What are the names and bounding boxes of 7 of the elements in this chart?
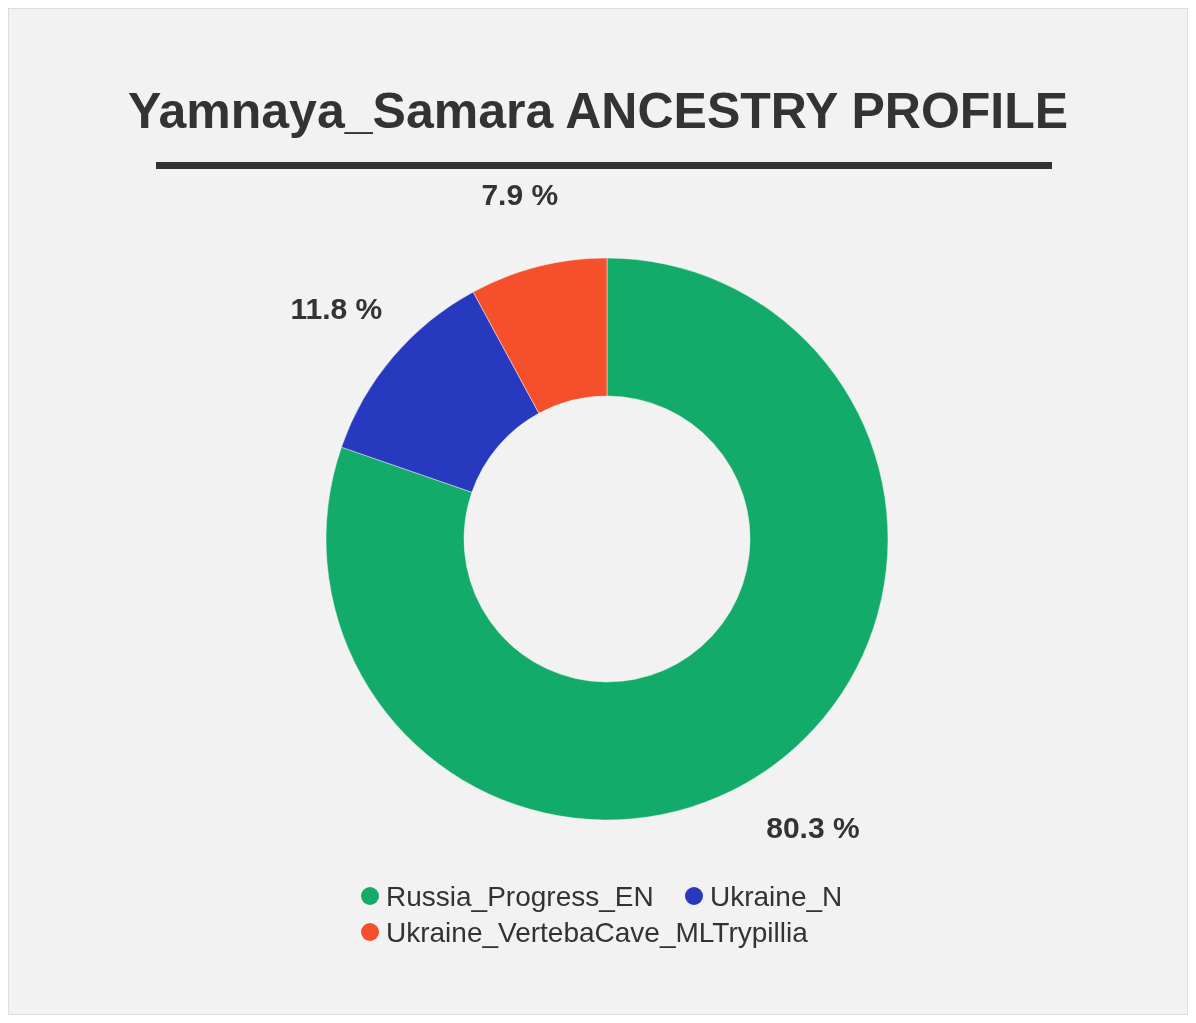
legend-label: Ukraine_VertebaCave_MLTrypillia [386,917,809,948]
data-label: 7.9 % [481,177,559,211]
legend-label: Ukraine_N [710,881,843,912]
data-label: 11.8 % [290,292,383,326]
chart-title: Yamnaya_Samara ANCESTRY PROFILE [127,83,1069,139]
data-label: 80.3 % [766,811,860,845]
legend-label: Russia_Progress_EN [386,881,654,912]
